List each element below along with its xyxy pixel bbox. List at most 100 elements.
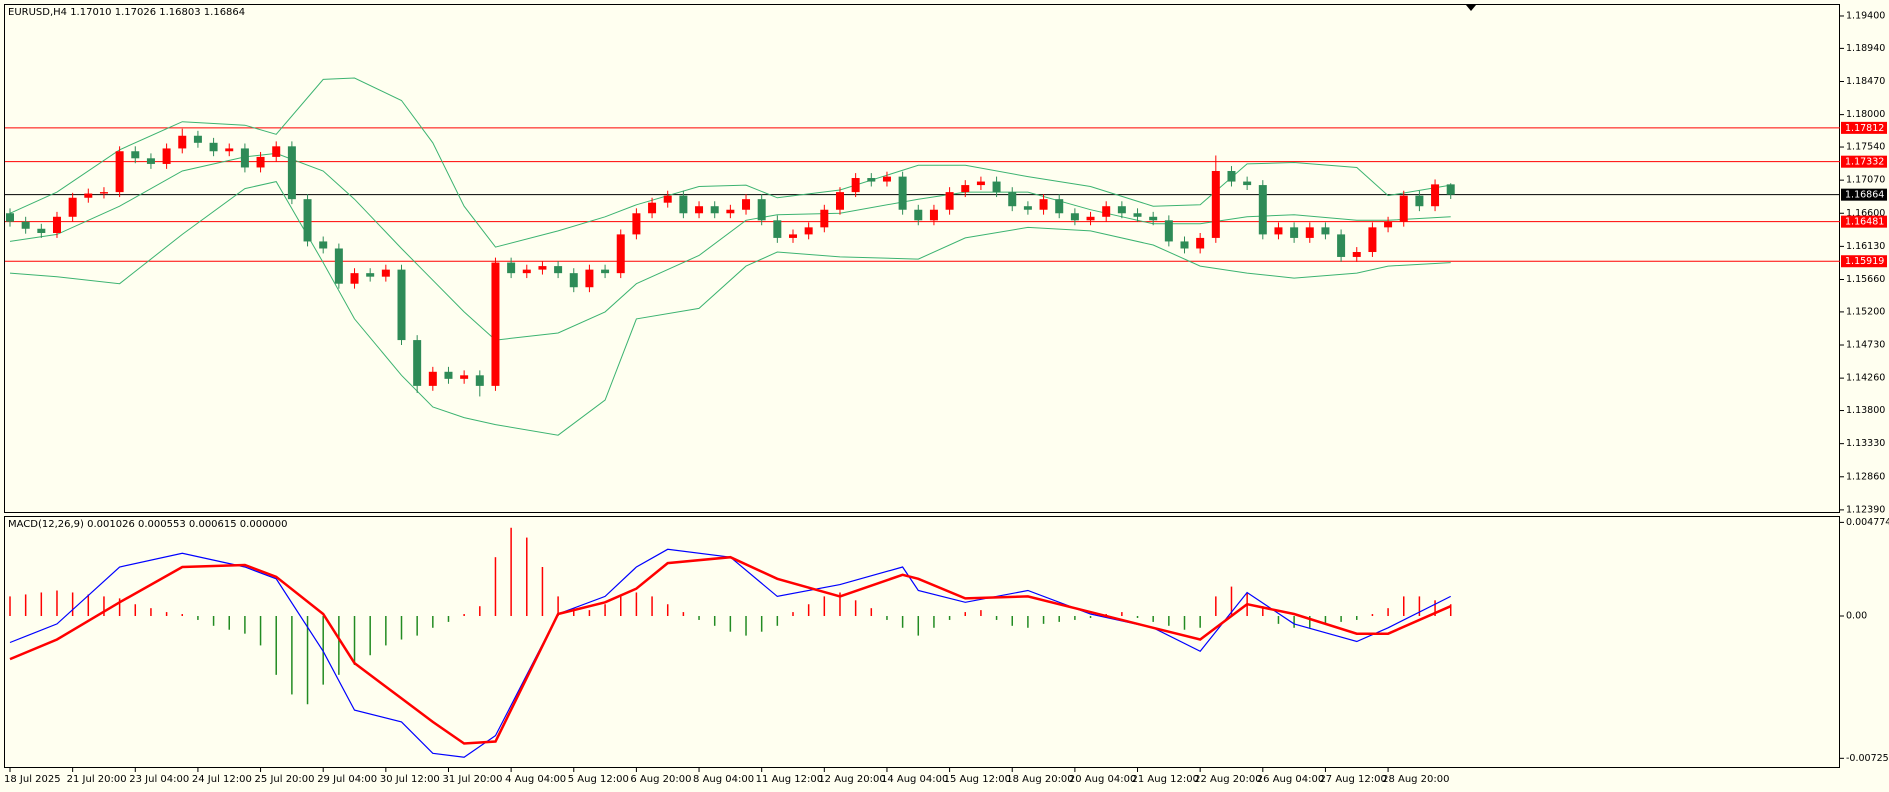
candle-body (193, 135, 202, 143)
candle-body (632, 213, 641, 235)
price-panel (4, 4, 1840, 513)
candle-body (350, 273, 359, 284)
level-label: 1.17332 (1845, 157, 1884, 168)
candle-body (1431, 184, 1440, 207)
candle-body (1180, 241, 1189, 249)
candle-body (272, 146, 281, 157)
shift-marker (1466, 5, 1476, 11)
candle-body (319, 241, 328, 249)
candle-body (1305, 227, 1314, 238)
x-tick-label: 25 Jul 20:00 (255, 774, 315, 785)
candle-body (757, 199, 766, 221)
candle-body (287, 146, 296, 200)
y-tick-label: 1.16600 (1846, 208, 1885, 219)
candle-body (882, 176, 891, 182)
x-tick-label: 31 Jul 20:00 (442, 774, 502, 785)
candle-body (1321, 227, 1330, 235)
candle-body (381, 269, 390, 277)
level-tag (1841, 188, 1887, 201)
candle-body (303, 199, 312, 242)
x-tick-label: 6 Aug 20:00 (630, 774, 691, 785)
x-tick-label: 29 Jul 04:00 (317, 774, 377, 785)
candle-body (21, 221, 30, 229)
candle-body (898, 176, 907, 210)
y-tick-label: 1.18000 (1846, 109, 1885, 120)
level-tag (1841, 155, 1887, 168)
candle-body (428, 371, 437, 386)
x-tick-label: 28 Aug 20:00 (1382, 774, 1449, 785)
candle-body (929, 209, 938, 221)
y-tick-label: 1.12860 (1846, 471, 1885, 482)
level-tag (1841, 215, 1887, 228)
candle-body (695, 206, 704, 214)
candle-body (1117, 206, 1126, 214)
candle-body (1290, 227, 1299, 238)
macd-line (9, 555, 1452, 745)
candle-body (1446, 184, 1455, 195)
candle-body (1384, 221, 1393, 228)
candle-body (460, 375, 469, 379)
candle-body (1399, 195, 1408, 222)
candle-body (1086, 216, 1095, 221)
candle-body (1196, 237, 1205, 249)
candle-body (6, 213, 14, 222)
x-tick-label: 26 Aug 04:00 (1257, 774, 1324, 785)
x-tick-label: 20 Aug 04:00 (1069, 774, 1136, 785)
candle-body (867, 178, 876, 182)
bollinger-band (9, 181, 1451, 436)
candle-body (1368, 227, 1377, 253)
candle-body (131, 151, 140, 159)
x-tick-label: 15 Aug 12:00 (944, 774, 1011, 785)
candle-body (835, 192, 844, 210)
y-tick-label: 1.14260 (1846, 373, 1885, 384)
y-tick-label: -0.007257 (1846, 753, 1889, 764)
macd-title: MACD(12,26,9) 0.001026 0.000553 0.000615… (8, 519, 288, 530)
y-tick-label: 1.18940 (1846, 43, 1885, 54)
candle-body (773, 220, 782, 238)
candle-body (1102, 206, 1111, 217)
y-tick-label: 1.18470 (1846, 76, 1885, 87)
candle-body (444, 371, 453, 379)
x-tick-label: 22 Aug 20:00 (1194, 774, 1261, 785)
candle-body (84, 193, 93, 198)
candle-body (804, 227, 813, 235)
candle-body (538, 266, 547, 270)
candle-body (585, 269, 594, 288)
y-tick-label: 1.17540 (1846, 142, 1885, 153)
x-tick-label: 18 Jul 2025 (4, 774, 61, 785)
candle-body (554, 266, 563, 274)
candle-body (1243, 181, 1252, 186)
y-tick-label: 1.13800 (1846, 405, 1885, 416)
candle-body (225, 148, 234, 152)
candle-body (1337, 234, 1346, 257)
candle-body (209, 142, 218, 152)
level-label: 1.16864 (1845, 190, 1884, 201)
candle-body (52, 216, 61, 233)
candle-body (1133, 213, 1142, 217)
x-tick-label: 23 Jul 04:00 (129, 774, 189, 785)
candle-body (491, 262, 500, 386)
candle-body (1055, 199, 1064, 214)
y-tick-label: 1.15660 (1846, 274, 1885, 285)
candle-body (522, 269, 531, 274)
level-tag (1841, 255, 1887, 268)
candle-body (992, 181, 1001, 193)
candle-body (1149, 216, 1158, 221)
level-label: 1.17812 (1845, 123, 1884, 134)
candle-body (162, 148, 171, 164)
candle-body (648, 202, 657, 214)
candle-body (976, 181, 985, 186)
x-tick-label: 4 Aug 04:00 (505, 774, 566, 785)
candle-body (366, 273, 375, 277)
candle-body (178, 135, 187, 149)
candle-body (710, 206, 719, 214)
candle-body (115, 151, 124, 193)
candle-body (1023, 206, 1032, 210)
candle-body (820, 209, 829, 228)
candle-body (397, 269, 406, 341)
candle-body (1227, 170, 1236, 182)
y-tick-label: 1.14730 (1846, 340, 1885, 351)
